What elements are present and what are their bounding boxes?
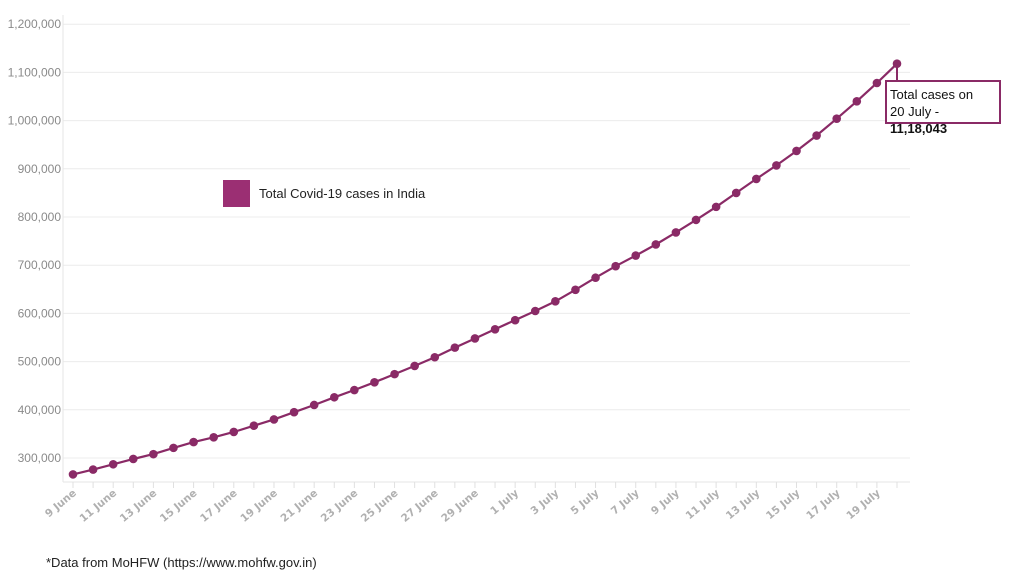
source-footnote: *Data from MoHFW (https://www.mohfw.gov.… [46, 555, 317, 570]
x-tick-label: 25 June [359, 487, 401, 525]
x-tick-label: 9 June [43, 487, 79, 520]
data-point[interactable] [450, 343, 460, 352]
data-point[interactable] [812, 131, 821, 140]
data-point[interactable] [510, 315, 520, 325]
x-tick-label: 11 July [684, 487, 723, 522]
data-point[interactable] [189, 437, 198, 447]
data-point[interactable] [832, 114, 842, 123]
data-point[interactable] [128, 454, 138, 464]
data-point[interactable] [370, 378, 379, 387]
data-point[interactable] [530, 306, 540, 316]
data-point[interactable] [711, 202, 721, 212]
x-tick-label: 27 June [399, 487, 441, 525]
data-point[interactable] [209, 432, 218, 442]
data-point[interactable] [792, 146, 801, 156]
x-tick-label: 9 July [649, 487, 682, 517]
data-point[interactable] [591, 273, 600, 283]
data-point[interactable] [731, 188, 741, 198]
series-total-cases [68, 59, 902, 479]
data-point[interactable] [410, 361, 419, 371]
data-point[interactable] [551, 297, 560, 306]
x-tick-label: 3 July [528, 487, 561, 517]
gridlines [63, 23, 910, 459]
x-tick-label: 17 June [198, 487, 240, 525]
data-point[interactable] [872, 78, 882, 88]
y-tick-label: 800,000 [18, 210, 62, 224]
data-point[interactable] [490, 325, 500, 334]
y-tick-label: 1,000,000 [8, 114, 62, 128]
data-point[interactable] [772, 161, 781, 170]
x-tick-label: 15 June [158, 487, 200, 525]
data-point[interactable] [309, 400, 319, 410]
total-cases-callout: Total cases on 20 July - 11,18,043 [885, 80, 1001, 136]
data-point[interactable] [671, 228, 681, 237]
data-point[interactable] [852, 97, 862, 106]
y-tick-label: 500,000 [18, 355, 62, 369]
data-point[interactable] [68, 470, 78, 479]
legend-label: Total Covid-19 cases in India [259, 186, 426, 201]
y-tick-label: 400,000 [18, 403, 62, 417]
data-point[interactable] [752, 174, 761, 184]
data-point[interactable] [631, 251, 641, 260]
data-point[interactable] [571, 285, 580, 295]
legend: Total Covid-19 cases in India [223, 180, 425, 207]
x-tick-label: 7 July [609, 487, 642, 517]
x-tick-label: 17 July [804, 487, 843, 522]
callout-value: 11,18,043 [890, 121, 948, 136]
series-line [72, 62, 898, 476]
data-point[interactable] [169, 443, 178, 453]
y-tick-label: 900,000 [18, 162, 62, 176]
x-tick-label: 19 July [844, 487, 883, 522]
x-tick-label: 5 July [569, 487, 602, 517]
data-point[interactable] [611, 261, 620, 271]
x-tick-label: 11 June [78, 487, 120, 525]
x-tick-label: 15 July [764, 487, 803, 522]
data-point[interactable] [229, 427, 239, 437]
data-point[interactable] [88, 465, 98, 474]
data-point[interactable] [329, 392, 339, 402]
data-point[interactable] [108, 459, 118, 469]
data-point[interactable] [691, 215, 701, 225]
callout-date: 20 July - [890, 104, 940, 119]
data-point[interactable] [350, 385, 359, 395]
y-tick-label: 1,100,000 [8, 65, 62, 79]
y-tick-label: 600,000 [18, 306, 62, 320]
y-axis: 1,200,000 1,100,000 1,000,000 900,000 800,00… [8, 15, 64, 482]
data-point[interactable] [289, 407, 299, 417]
x-tick-label: 19 June [238, 487, 280, 525]
x-tick-label: 13 June [118, 487, 160, 525]
data-point[interactable] [390, 369, 399, 379]
legend-swatch-icon [223, 180, 250, 207]
x-tick-label: 29 June [439, 487, 481, 525]
data-point[interactable] [269, 415, 279, 424]
x-tick-label: 1 July [488, 487, 521, 517]
x-tick-label: 23 June [319, 487, 361, 525]
x-tick-label: 13 July [724, 487, 763, 522]
data-point[interactable] [651, 240, 661, 249]
data-point[interactable] [430, 352, 440, 362]
y-tick-label: 1,200,000 [8, 17, 62, 31]
x-tick-label: 21 June [278, 487, 320, 525]
data-point[interactable] [470, 334, 480, 343]
data-point[interactable] [249, 421, 259, 431]
y-tick-label: 300,000 [18, 451, 62, 465]
y-tick-label: 700,000 [18, 258, 62, 272]
callout-line2: 20 July - 11,18,043 [890, 103, 999, 137]
data-point[interactable] [149, 449, 158, 459]
callout-line1: Total cases on [890, 87, 974, 102]
